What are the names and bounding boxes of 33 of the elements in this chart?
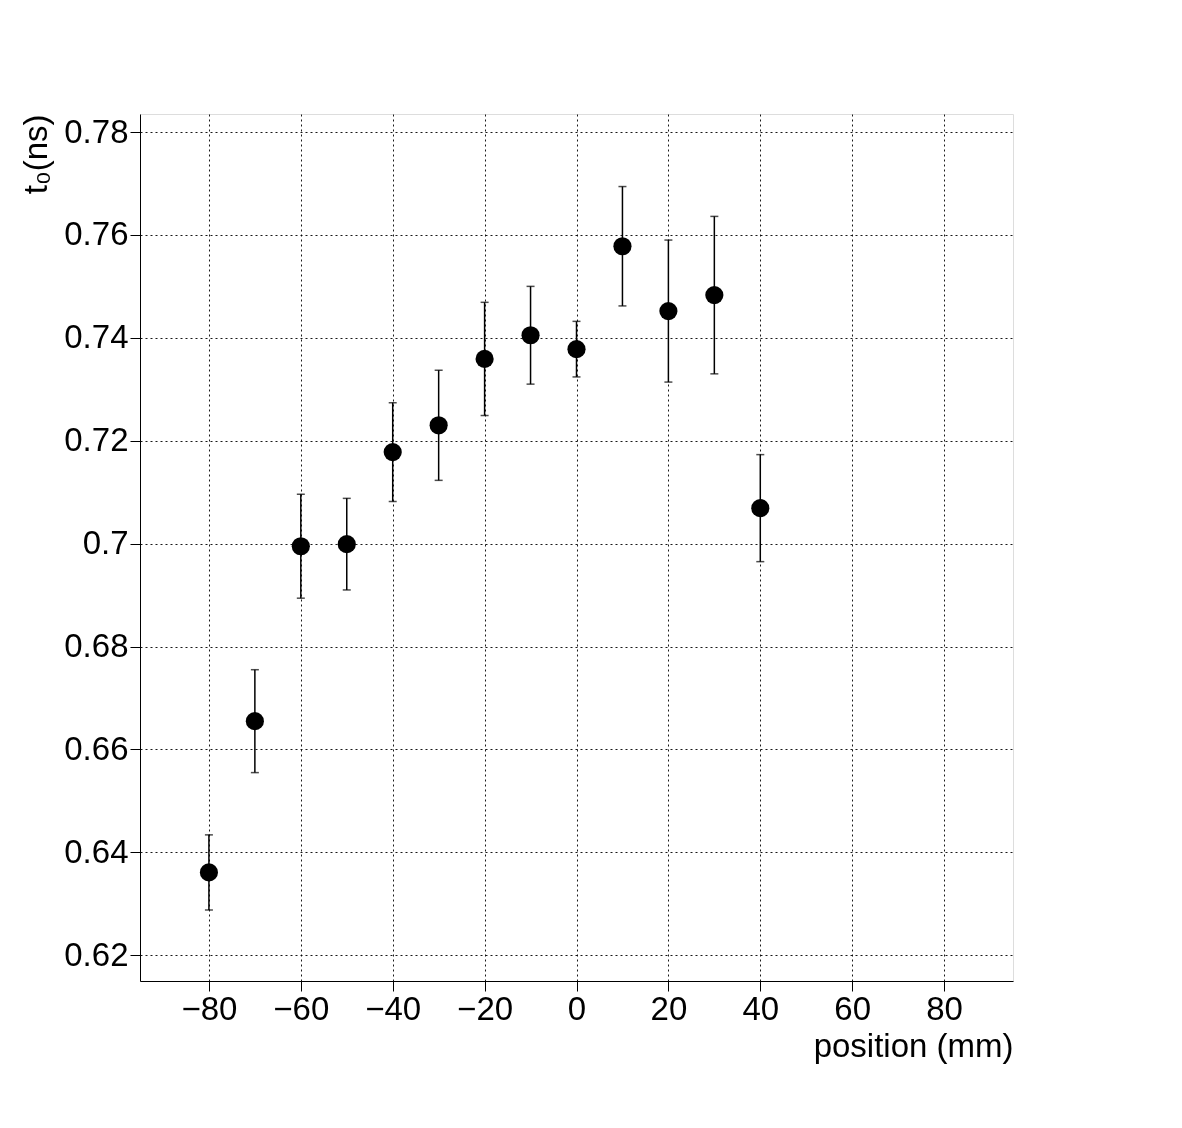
x-axis-title: position (mm) [813, 1026, 1014, 1064]
x-tick-label: 80 [926, 989, 963, 1027]
y-tick-label: 0.72 [64, 421, 129, 459]
y-tick-label: 0.74 [64, 318, 129, 356]
point [475, 349, 494, 368]
point [429, 416, 448, 435]
x-tick-label: −80 [181, 989, 238, 1027]
x-tick-label: 60 [834, 989, 872, 1027]
x-tick-label: 40 [742, 989, 780, 1027]
point [199, 863, 218, 882]
point [521, 326, 540, 345]
point [245, 712, 264, 731]
point [613, 237, 632, 256]
y-tick-label: 0.7 [82, 524, 129, 562]
x-tick-label: −40 [365, 989, 422, 1027]
point [567, 340, 586, 359]
y-tick-label: 0.78 [64, 112, 129, 150]
point [751, 499, 770, 518]
point [705, 286, 724, 305]
y-tick-label: 0.62 [64, 935, 129, 973]
y-tick-label: 0.68 [64, 627, 129, 665]
x-tick-label: 0 [567, 989, 587, 1027]
x-tick-label: −20 [457, 989, 514, 1027]
x-tick-label: 20 [650, 989, 688, 1027]
point [291, 537, 310, 556]
point [659, 302, 678, 321]
x-tick-label: −60 [273, 989, 330, 1027]
y-tick-label: 0.64 [64, 832, 129, 870]
y-tick-label: 0.66 [64, 729, 129, 767]
point [383, 442, 402, 462]
point [337, 535, 356, 554]
y-axis-title: t₀(ns) [17, 114, 55, 195]
y-tick-label: 0.76 [64, 215, 129, 253]
